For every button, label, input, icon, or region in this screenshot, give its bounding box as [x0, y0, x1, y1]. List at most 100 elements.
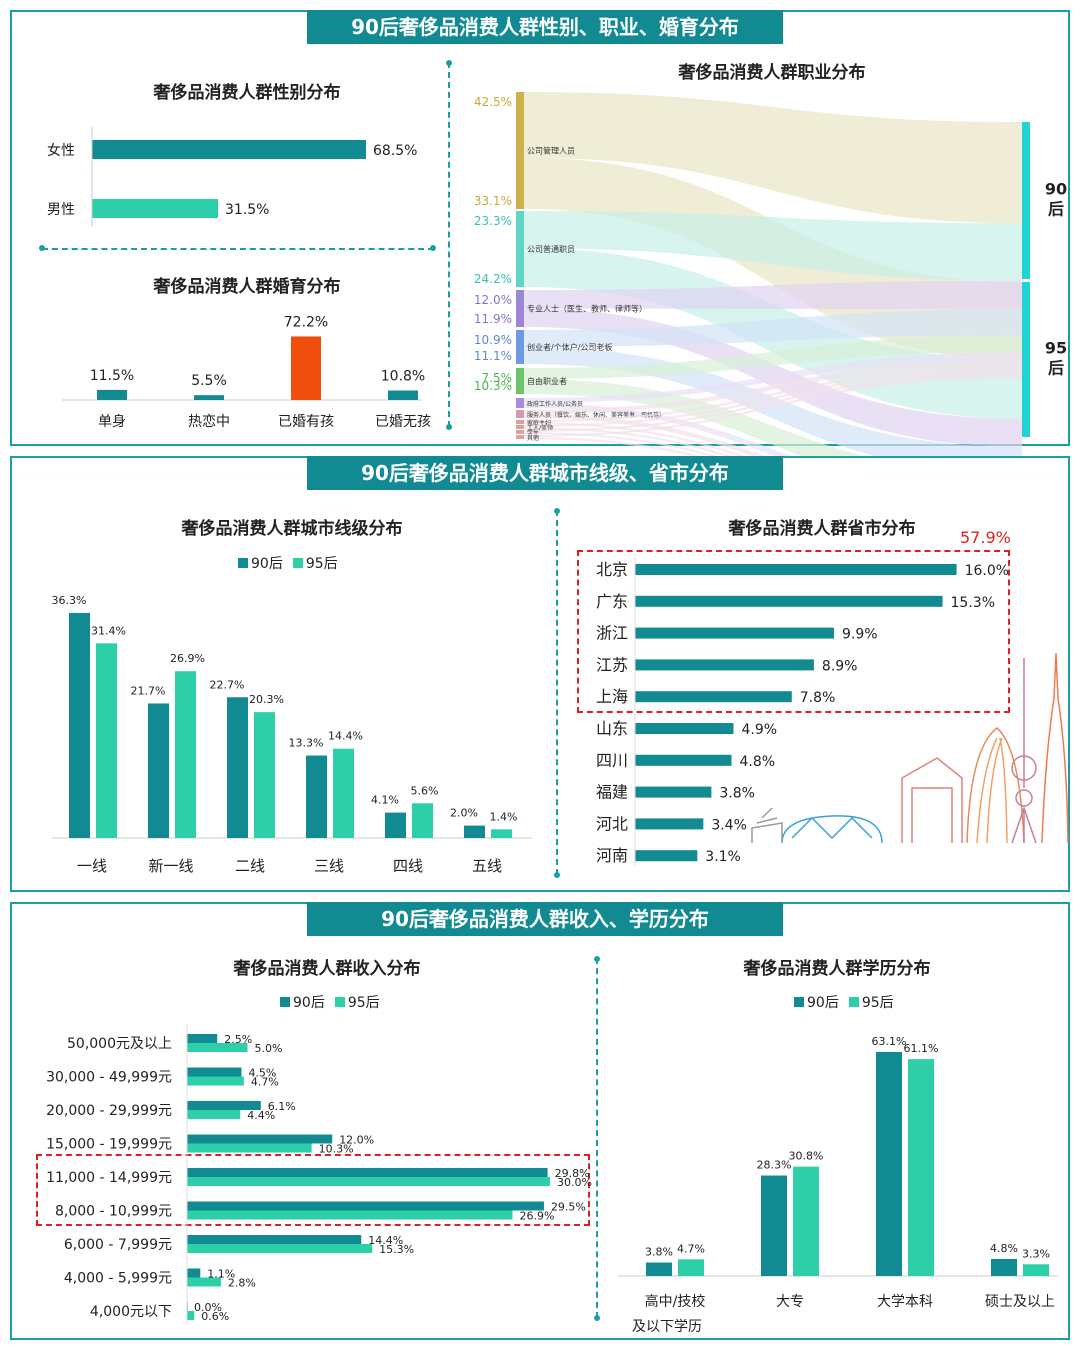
education-bar-90 [991, 1258, 1017, 1276]
occupation-flow-90 [524, 92, 1022, 224]
education-category-label: 大学本科 [877, 1294, 933, 1310]
province-category-label: 福建 [596, 783, 628, 802]
income-value-label: 26.9% [519, 1210, 554, 1223]
city-value-label: 4.1% [371, 794, 399, 807]
city-tier-chart: 36.3% 31.4% 一线 21.7% 26.9% 新一线 22.7% 20.3% 二线 13.… [52, 594, 532, 875]
city-bar-90 [306, 755, 327, 838]
income-bar-95 [187, 1076, 244, 1086]
temple-of-heaven-shape [751, 807, 783, 843]
occupation-flow-90 [524, 352, 1022, 403]
education-category-label: 硕士及以上 [985, 1294, 1055, 1310]
divider-dot-left [39, 245, 45, 251]
income-value-label: 15.3% [379, 1243, 414, 1256]
marital-chart-title: 奢侈品消费人群婚育分布 [153, 277, 341, 297]
city-bar-90 [464, 825, 485, 838]
city-category-label: 二线 [235, 857, 265, 875]
occupation-flow-90 [524, 375, 1022, 437]
section-gender-occupation-marital: 90后奢侈品消费人群性别、职业、婚育分布 奢侈品消费人群性别分布 女性 68.5%… [10, 10, 1070, 522]
province-category-label: 广东 [596, 592, 628, 611]
province-bar [635, 595, 943, 607]
occupation-node-label: 自由职业者 [527, 376, 567, 386]
province-bar [635, 564, 957, 575]
legend-90-swatch [238, 558, 248, 568]
education-bar-95 [1023, 1264, 1049, 1276]
income-value-label: 29.8% [555, 1167, 590, 1180]
province-bar [635, 627, 834, 639]
province-bar [635, 691, 792, 703]
occupation-node-label: 政府工作人员/公务员 [527, 400, 583, 408]
occupation-value-label-95: 11.1% [474, 349, 512, 363]
province-value-label: 3.4% [711, 817, 747, 833]
occupation-node-label: 创业者/个体户/公司老板 [527, 342, 612, 352]
legend-95-swatch [334, 997, 345, 1007]
divider-dot-top [446, 60, 452, 66]
marital-category-label: 单身 [98, 414, 126, 430]
occupation-target-label: 90 [1045, 180, 1067, 199]
marital-value-label: 11.5% [90, 368, 134, 384]
income-category-label: 20,000 - 29,999元 [46, 1103, 172, 1119]
income-bar-95 [187, 1244, 373, 1253]
marital-value-label: 72.2% [284, 314, 328, 330]
cctv-tower-shape [901, 757, 963, 843]
occupation-target-node [1022, 282, 1030, 437]
education-value-label: 63.1% [872, 1035, 907, 1048]
bird-nest-stadium-shape [781, 815, 883, 844]
occupation-node [516, 430, 524, 434]
divider-vertical-2 [556, 510, 558, 875]
income-value-label: 5.0% [255, 1042, 283, 1055]
province-value-label: 16.0% [965, 563, 1009, 579]
city-category-label: 一线 [77, 857, 107, 875]
province-category-label: 上海 [596, 687, 628, 706]
occupation-node [516, 425, 524, 429]
city-value-label: 1.4% [490, 810, 518, 823]
city-value-label: 5.6% [411, 784, 439, 797]
marital-bar [194, 395, 224, 400]
occupation-value-label-90: 23.3% [474, 214, 512, 228]
occupation-node [516, 330, 524, 364]
occupation-target-label: 后 [1048, 359, 1064, 378]
city-legend: 90后 95后 [238, 553, 338, 573]
occupation-node [516, 211, 524, 287]
occupation-node [516, 420, 524, 424]
income-value-label: 2.8% [228, 1277, 256, 1290]
occupation-node-label: 公司管理人员 [527, 146, 575, 156]
occupation-value-label-95: 10.3% [474, 379, 512, 393]
province-category-label: 河南 [596, 846, 628, 865]
city-chart-title: 奢侈品消费人群城市线级分布 [181, 519, 403, 539]
education-value-label: 30.8% [789, 1150, 824, 1163]
occupation-node [516, 435, 524, 439]
divider-dot-bottom [446, 424, 452, 430]
income-category-label: 4,000元以下 [90, 1304, 172, 1320]
province-bar [635, 850, 698, 862]
occupation-value-label-90: 10.9% [474, 333, 512, 347]
gender-value-label: 68.5% [373, 143, 417, 159]
occupation-node [516, 92, 524, 209]
marital-value-label: 5.5% [191, 373, 227, 389]
education-bar-95 [908, 1059, 934, 1276]
province-value-label: 4.8% [739, 754, 775, 770]
occupation-node-label: 公司普通职员 [527, 244, 575, 254]
income-bar-90 [187, 1134, 333, 1144]
city-bar-95 [254, 712, 275, 838]
occupation-flow-90 [524, 365, 1022, 422]
legend-90: 90后 [280, 992, 325, 1012]
income-category-label: 4,000 - 5,999元 [64, 1271, 172, 1287]
income-bar-90 [187, 1168, 548, 1177]
marital-bar [388, 390, 418, 400]
city-category-label: 三线 [314, 857, 344, 875]
city-value-label: 21.7% [131, 684, 166, 697]
city-bar-95 [175, 671, 196, 838]
province-top5-share: 57.9% [960, 528, 1011, 547]
legend-90: 90后 [794, 992, 839, 1012]
legend-95-swatch [292, 558, 303, 568]
occupation-flow-90 [524, 309, 1022, 347]
income-bar-90 [187, 1201, 544, 1211]
gender-bar [92, 140, 366, 159]
income-value-label: 4.7% [251, 1076, 279, 1089]
city-value-label: 36.3% [52, 594, 87, 607]
education-value-label: 3.3% [1022, 1247, 1050, 1260]
province-value-label: 7.8% [800, 690, 836, 706]
education-legend: 90后 95后 [794, 992, 894, 1012]
divider-vertical-3 [596, 958, 598, 1318]
